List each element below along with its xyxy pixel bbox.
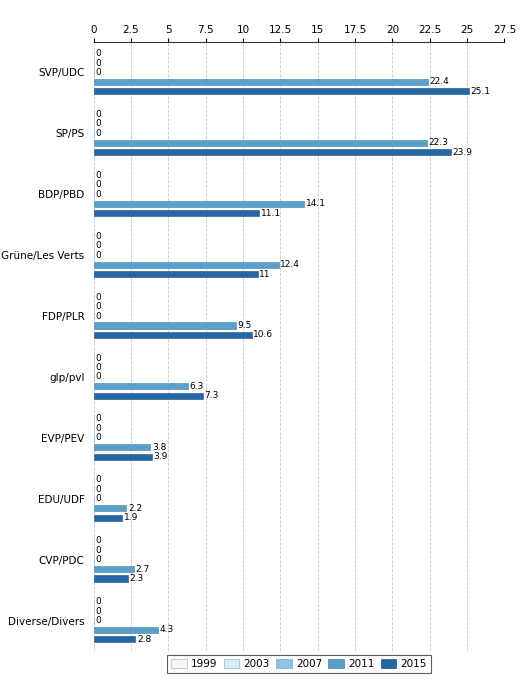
Text: 0: 0 (95, 555, 101, 564)
Text: 12.4: 12.4 (280, 260, 300, 269)
Bar (94, 505, 126, 511)
Bar (94, 636, 135, 643)
Bar (94, 627, 158, 633)
Text: 0: 0 (95, 354, 101, 363)
Legend: 1999, 2003, 2007, 2011, 2015: 1999, 2003, 2007, 2011, 2015 (167, 655, 431, 673)
Bar (94, 444, 150, 450)
Text: 0: 0 (95, 475, 101, 484)
Text: 2.7: 2.7 (135, 565, 150, 573)
Text: 0: 0 (95, 616, 101, 625)
Text: 0: 0 (95, 110, 101, 119)
Text: 0: 0 (95, 241, 101, 250)
Text: 6.3: 6.3 (189, 382, 203, 391)
Text: 2.3: 2.3 (129, 574, 144, 583)
Bar (94, 514, 122, 521)
Text: 2.8: 2.8 (137, 635, 151, 644)
Text: 23.9: 23.9 (452, 148, 472, 157)
Bar (94, 454, 152, 460)
Text: 0: 0 (95, 181, 101, 189)
Text: 14.1: 14.1 (306, 199, 326, 208)
Bar (94, 88, 469, 95)
Text: 1.9: 1.9 (123, 513, 138, 522)
Text: 0: 0 (95, 59, 101, 67)
Bar (94, 384, 188, 389)
Text: 0: 0 (95, 190, 101, 199)
Text: 0: 0 (95, 302, 101, 311)
Text: 0: 0 (95, 424, 101, 433)
Text: 0: 0 (95, 607, 101, 615)
Bar (94, 271, 258, 277)
Bar (94, 79, 428, 85)
Text: 0: 0 (95, 312, 101, 321)
Text: 9.5: 9.5 (237, 321, 251, 330)
Text: 7.3: 7.3 (204, 391, 218, 400)
Text: 0: 0 (95, 414, 101, 424)
Bar (94, 566, 134, 572)
Bar (94, 210, 259, 216)
Text: 0: 0 (95, 363, 101, 372)
Bar (94, 393, 203, 399)
Text: 0: 0 (95, 494, 101, 503)
Bar (94, 140, 427, 146)
Bar (94, 149, 451, 155)
Bar (94, 262, 279, 267)
Text: 22.4: 22.4 (430, 78, 449, 86)
Text: 22.3: 22.3 (428, 139, 448, 147)
Text: 0: 0 (95, 129, 101, 138)
Text: 11: 11 (259, 270, 271, 279)
Text: 0: 0 (95, 120, 101, 128)
Text: 0: 0 (95, 293, 101, 302)
Text: 3.8: 3.8 (152, 443, 166, 452)
Text: 0: 0 (95, 372, 101, 382)
Text: 3.9: 3.9 (153, 452, 168, 461)
Text: 0: 0 (95, 68, 101, 77)
Text: 0: 0 (95, 597, 101, 606)
Text: 10.6: 10.6 (253, 330, 274, 340)
Text: 4.3: 4.3 (159, 626, 174, 634)
Text: 0: 0 (95, 171, 101, 180)
Text: 25.1: 25.1 (470, 87, 490, 96)
Text: 0: 0 (95, 546, 101, 554)
Bar (94, 575, 128, 582)
Text: 0: 0 (95, 232, 101, 241)
Text: 0: 0 (95, 251, 101, 260)
Text: 11.1: 11.1 (261, 209, 281, 218)
Text: 0: 0 (95, 536, 101, 545)
Text: 0: 0 (95, 433, 101, 442)
Bar (94, 332, 252, 338)
Bar (94, 323, 236, 328)
Text: 2.2: 2.2 (128, 504, 142, 512)
Bar (94, 201, 304, 206)
Text: 0: 0 (95, 49, 101, 58)
Text: 0: 0 (95, 485, 101, 494)
